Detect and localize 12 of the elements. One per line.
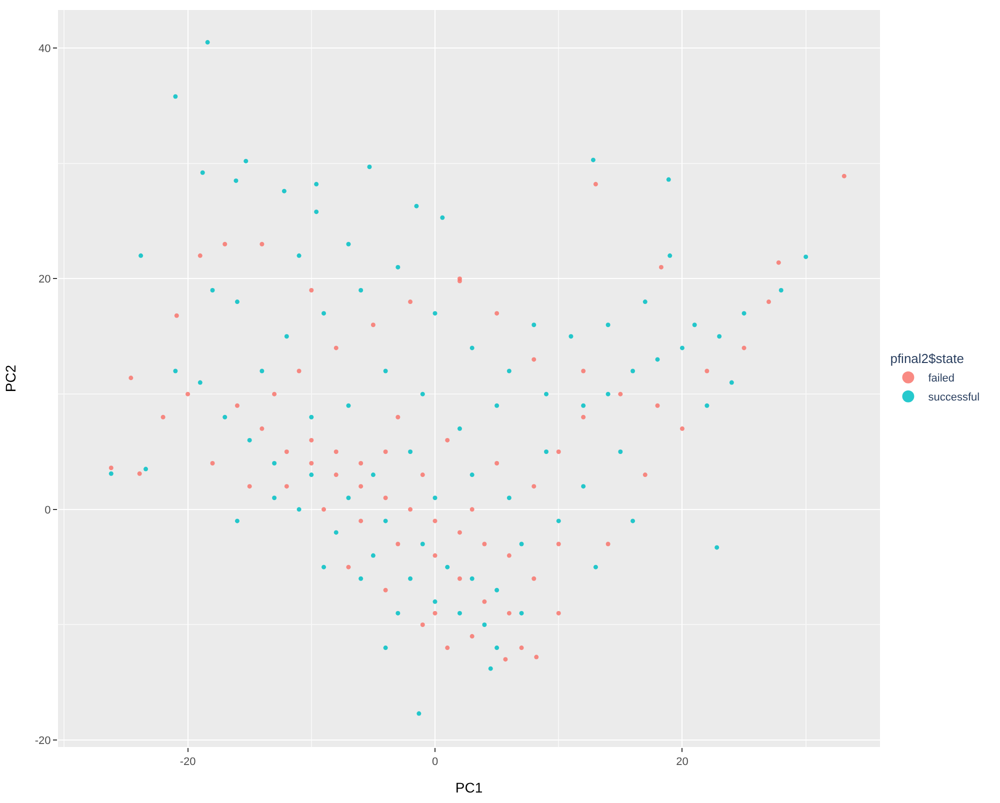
y-tick-label: 0 xyxy=(44,504,51,516)
x-tick-label: -20 xyxy=(180,756,196,768)
x-axis-title: PC1 xyxy=(455,780,483,796)
y-tick-label: -20 xyxy=(34,734,51,747)
y-tick-label: 40 xyxy=(38,42,51,55)
legend-label: failed xyxy=(928,372,955,385)
x-tick-label: 20 xyxy=(676,756,688,768)
y-axis-title: PC2 xyxy=(2,364,18,392)
y-tick-label: 20 xyxy=(38,274,51,286)
x-tick-label: 0 xyxy=(432,756,438,768)
legend-title: pfinal2$state xyxy=(890,350,964,366)
legend-label: successful xyxy=(928,392,980,404)
